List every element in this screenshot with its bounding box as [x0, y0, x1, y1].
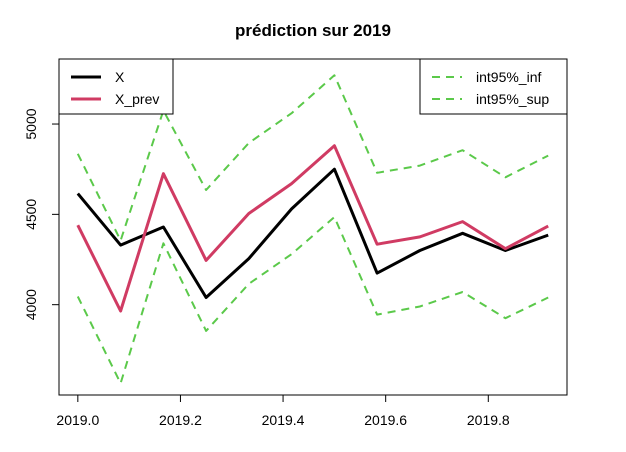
x-tick-label: 2019.2 — [159, 412, 202, 428]
series-line-x — [76, 167, 549, 299]
legend-label: int95%_sup — [476, 91, 549, 107]
series-line-x-prev — [76, 144, 549, 313]
legend-label: X — [115, 69, 125, 85]
chart-title: prédiction sur 2019 — [235, 21, 391, 40]
x-tick-label: 2019.0 — [56, 412, 99, 428]
x-tick-label: 2019.8 — [467, 412, 510, 428]
legend-box — [58, 58, 174, 115]
legend-box — [419, 58, 568, 115]
y-tick-label: 5000 — [23, 108, 39, 139]
y-tick-label: 4500 — [23, 199, 39, 230]
series-line-int95-inf — [76, 216, 549, 385]
series-layer — [76, 74, 549, 385]
x-axis: 2019.0 2019.2 2019.4 2019.6 2019.8 — [56, 394, 510, 428]
series-line-int95-sup — [76, 74, 549, 242]
y-tick-label: 4000 — [23, 289, 39, 320]
y-axis: 4000 4500 5000 — [23, 108, 60, 320]
x-tick-label: 2019.6 — [364, 412, 407, 428]
legend-label: X_prev — [115, 91, 159, 107]
legend-right: int95%_inf int95%_sup — [419, 58, 568, 115]
legend-label: int95%_inf — [476, 69, 541, 85]
x-tick-label: 2019.4 — [262, 412, 305, 428]
legend-left: X X_prev — [58, 58, 174, 115]
